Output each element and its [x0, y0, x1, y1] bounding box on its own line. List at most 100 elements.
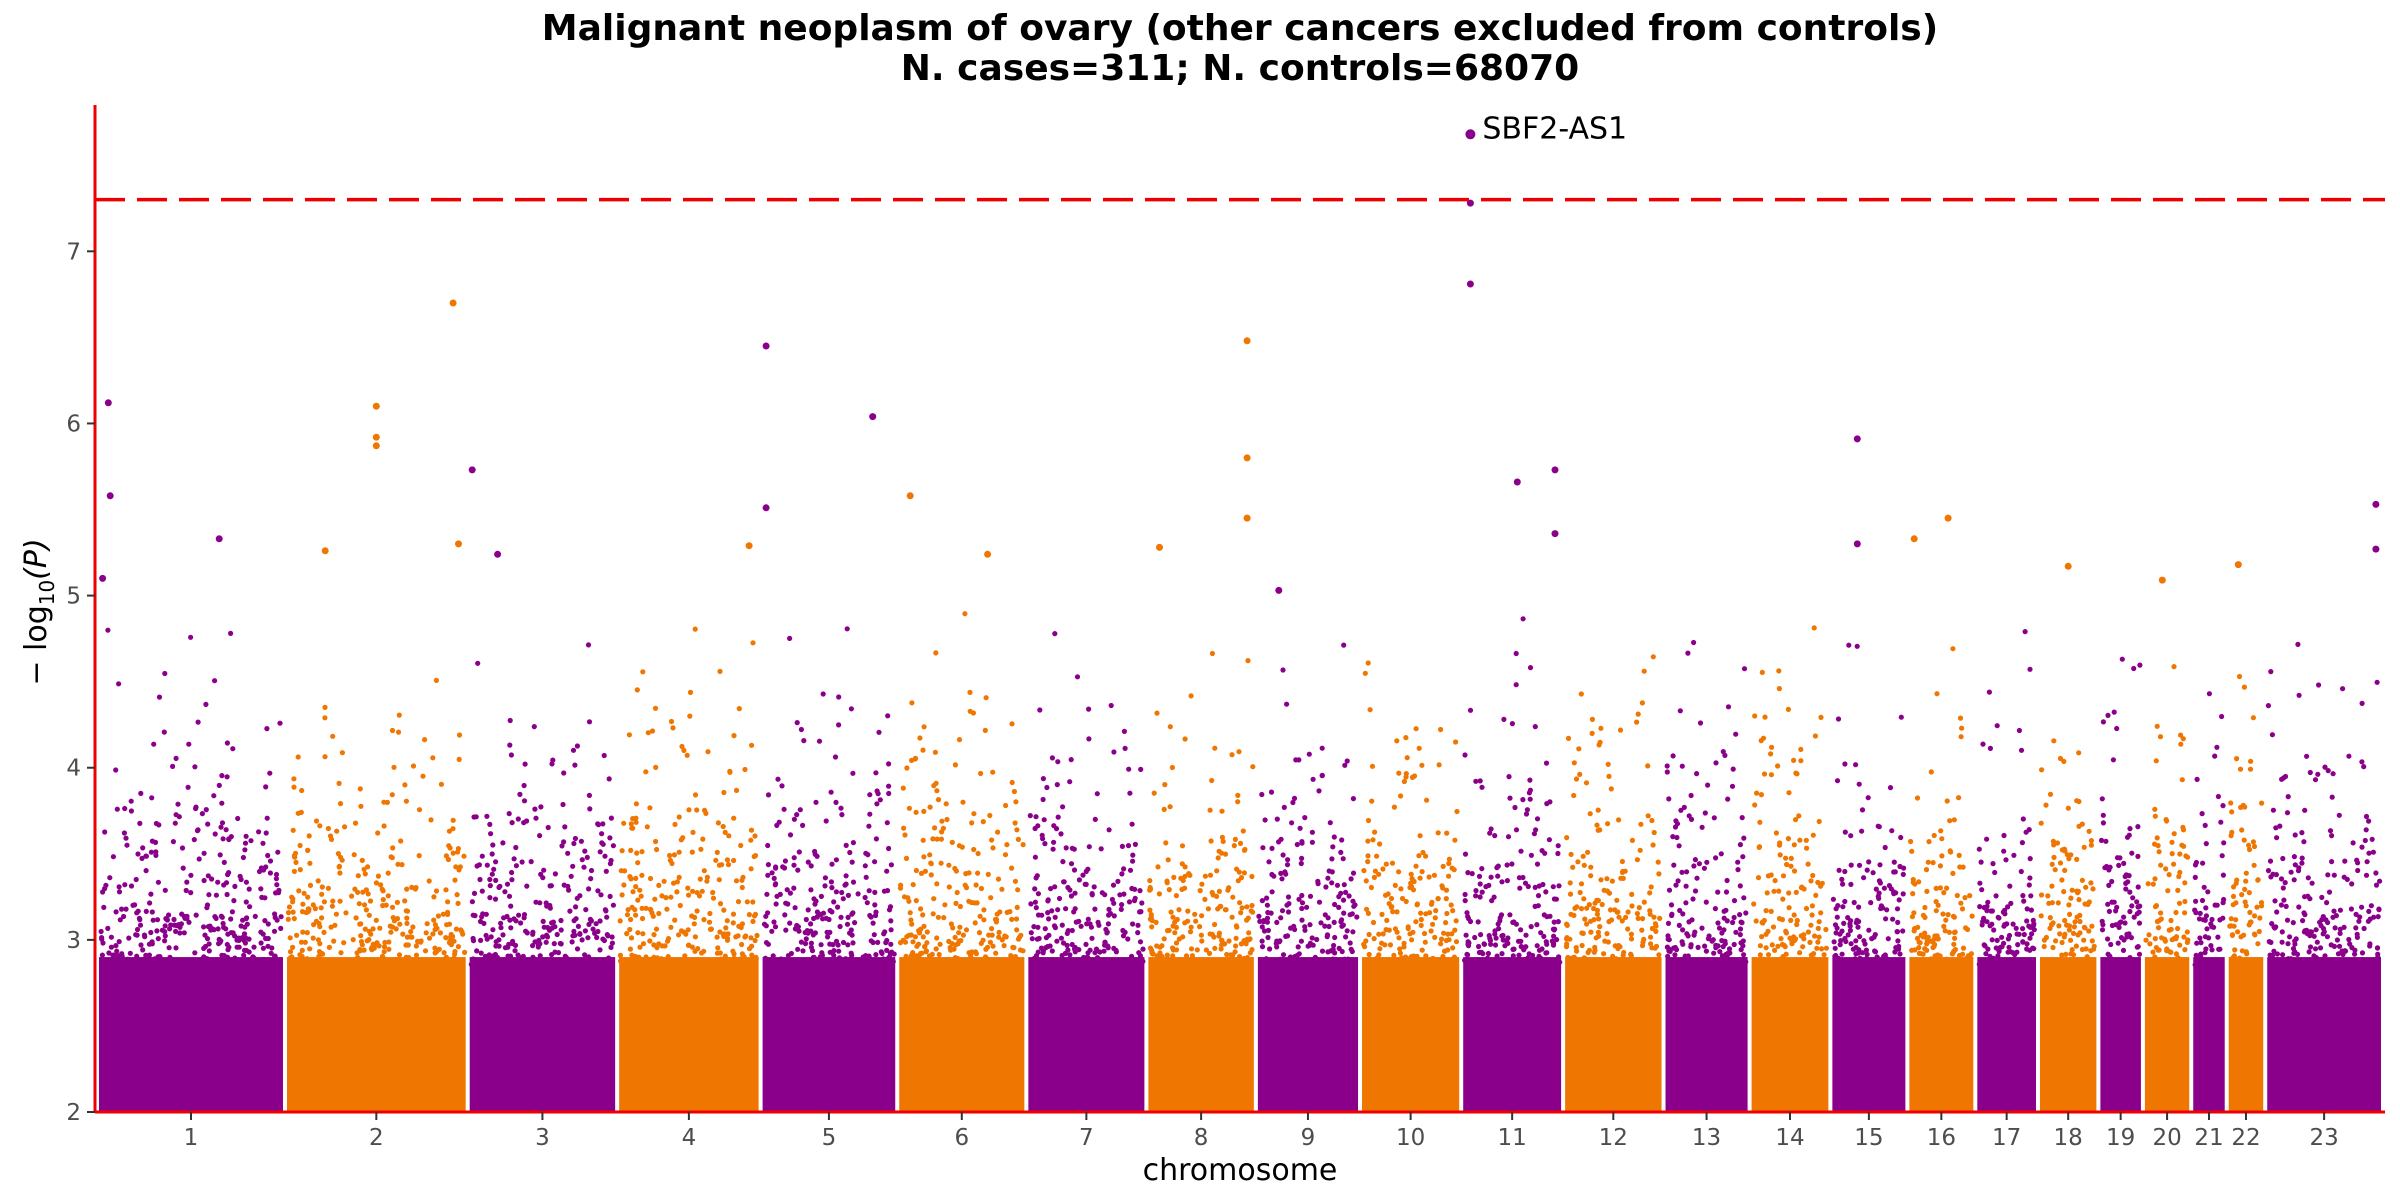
y-tick-label: 4 [66, 756, 81, 782]
snp-point [2127, 826, 2133, 832]
snp-point [1119, 843, 1125, 850]
snp-point [2192, 907, 2198, 913]
chromosome-points-2 [285, 677, 468, 1112]
snp-point [954, 889, 960, 896]
snp-point [1722, 752, 1728, 759]
snp-point [2156, 849, 2162, 855]
snp-point [291, 776, 297, 782]
snp-point [1581, 955, 1587, 961]
snp-point [1413, 726, 1419, 732]
snp-point [1226, 938, 1232, 944]
snp-point [2346, 936, 2352, 943]
snp-point [343, 910, 349, 916]
snp-point [1739, 920, 1745, 926]
chromosome-points-20 [2143, 664, 2191, 1112]
snp-point [1758, 792, 1764, 798]
dense-points-band [2228, 957, 2264, 1112]
snp-point [999, 886, 1005, 892]
snp-point [2216, 946, 2222, 952]
snp-point [795, 867, 801, 873]
snp-point [1064, 942, 1070, 949]
snp-point [1176, 907, 1182, 913]
snp-point [1999, 934, 2005, 940]
snp-point [2068, 895, 2074, 901]
snp-point [2369, 836, 2375, 842]
snp-point [935, 797, 942, 803]
snp-point [1013, 799, 1019, 805]
snp-point [228, 916, 234, 922]
snp-point [251, 944, 257, 950]
snp-point [1645, 813, 1651, 819]
snp-point [99, 936, 105, 942]
snp-point [377, 960, 383, 966]
snp-point [2059, 952, 2065, 958]
snp-point [146, 941, 152, 947]
top-hit-point [2372, 500, 2380, 508]
snp-point [1725, 796, 1731, 802]
snp-point [538, 871, 544, 878]
snp-point [995, 829, 1001, 835]
snp-point [1307, 893, 1314, 899]
snp-point [884, 937, 890, 944]
snp-point [1789, 941, 1795, 947]
snp-point [1752, 713, 1758, 719]
snp-point [243, 879, 249, 885]
snp-point [330, 898, 336, 904]
snp-point [1477, 778, 1483, 784]
snp-point [1269, 889, 1275, 895]
snp-point [306, 833, 312, 839]
snp-point [198, 961, 204, 967]
snp-point [376, 943, 382, 949]
snp-point [731, 955, 737, 961]
snp-point [746, 912, 753, 918]
snp-point [1671, 862, 1677, 868]
snp-point [1236, 869, 1242, 875]
snp-point [1103, 926, 1109, 933]
snp-point [889, 949, 895, 955]
snp-point [140, 845, 146, 851]
snp-point [1450, 945, 1456, 951]
snp-point [389, 855, 395, 861]
snp-point [2284, 962, 2290, 968]
snp-point [1679, 869, 1685, 875]
x-tick-label-chr-3: 3 [535, 1125, 550, 1151]
snp-point [1384, 917, 1390, 924]
snp-point [2320, 926, 2327, 932]
snp-point [1398, 886, 1404, 892]
snp-point [2353, 911, 2359, 918]
snp-point [577, 931, 583, 937]
snp-point [1753, 918, 1759, 924]
snp-point [302, 939, 308, 945]
snp-point [1129, 821, 1135, 827]
snp-point [1776, 888, 1782, 894]
snp-point [2018, 747, 2025, 753]
snp-point [1821, 952, 1827, 958]
snp-point [548, 883, 555, 889]
snp-point [278, 914, 284, 920]
snp-point [2145, 881, 2151, 887]
snp-point [769, 928, 775, 934]
snp-point [2135, 904, 2141, 910]
snp-point [850, 840, 857, 846]
snp-point [992, 916, 999, 923]
snp-point [389, 792, 395, 798]
snp-point [1199, 938, 1205, 944]
snp-point [299, 909, 306, 915]
snp-point [1319, 745, 1325, 751]
snp-point [1838, 938, 1844, 944]
snp-point [1578, 881, 1585, 887]
snp-point [519, 859, 525, 865]
snp-point [724, 918, 730, 924]
snp-point [884, 947, 890, 954]
snp-point [833, 857, 840, 863]
snp-point [980, 937, 986, 943]
snp-point [1492, 957, 1498, 963]
snp-point [300, 901, 306, 907]
snp-point [2299, 855, 2305, 861]
snp-point [1476, 949, 1482, 956]
snp-point [845, 942, 851, 948]
snp-point [1212, 921, 1218, 928]
snp-point [2299, 960, 2305, 967]
snp-point [2031, 922, 2037, 928]
snp-point [2152, 954, 2158, 960]
